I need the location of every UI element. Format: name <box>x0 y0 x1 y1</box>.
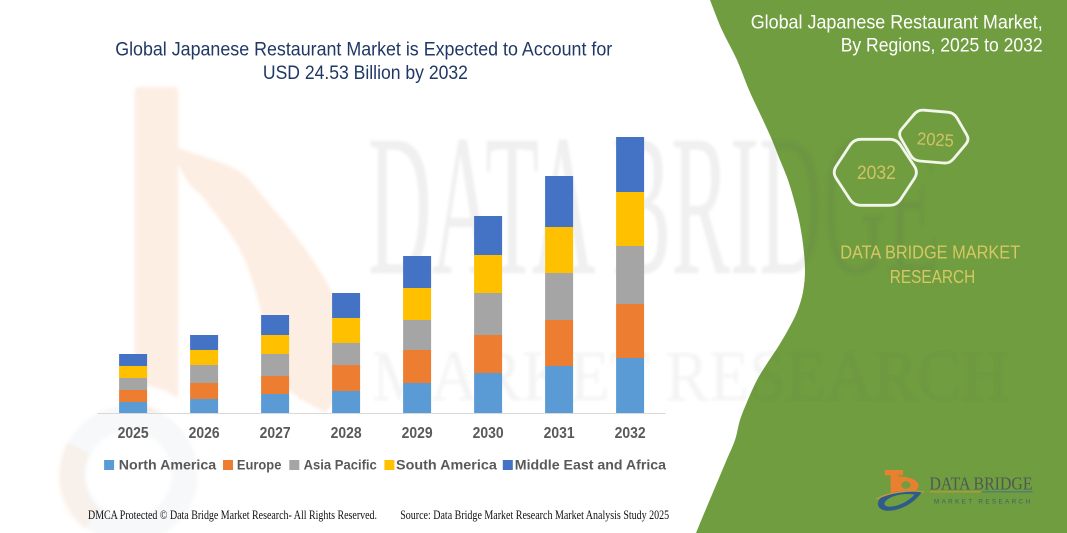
svg-text:Middle East and Africa: Middle East and Africa <box>515 457 666 473</box>
svg-text:DATA BRIDGE: DATA BRIDGE <box>930 474 1033 494</box>
svg-text:Asia Pacific: Asia Pacific <box>304 457 377 473</box>
svg-text:Global Japanese Restaurant Mar: Global Japanese Restaurant Market, <box>751 12 1043 34</box>
svg-text:2027: 2027 <box>260 425 291 442</box>
svg-text:2031: 2031 <box>544 425 575 442</box>
svg-text:2025: 2025 <box>118 425 149 442</box>
svg-text:2026: 2026 <box>189 425 220 442</box>
svg-text:2029: 2029 <box>402 425 433 442</box>
svg-text:2032: 2032 <box>615 425 646 442</box>
svg-text:USD 24.53 Billion by 2032: USD 24.53 Billion by 2032 <box>263 63 468 84</box>
svg-text:DATA BRIDGE MARKET: DATA BRIDGE MARKET <box>840 242 1020 262</box>
svg-text:2030: 2030 <box>473 425 504 442</box>
svg-text:2028: 2028 <box>331 425 362 442</box>
svg-text:By Regions, 2025 to 2032: By Regions, 2025 to 2032 <box>841 35 1043 57</box>
svg-text:RESEARCH: RESEARCH <box>890 267 976 287</box>
svg-text:Source: Data Bridge Market Res: Source: Data Bridge Market Research Mark… <box>400 508 669 522</box>
svg-text:Europe: Europe <box>237 457 282 473</box>
svg-text:MARKET RESEARCH: MARKET RESEARCH <box>934 499 1030 506</box>
svg-text:MARKET RESEARCH: MARKET RESEARCH <box>372 336 1009 416</box>
svg-text:North America: North America <box>119 457 217 473</box>
svg-text:Global Japanese Restaurant Mar: Global Japanese Restaurant Market is Exp… <box>115 39 613 60</box>
svg-text:2032: 2032 <box>857 163 896 184</box>
svg-text:DMCA Protected © Data Bridge M: DMCA Protected © Data Bridge Market Rese… <box>88 508 377 522</box>
svg-text:2025: 2025 <box>916 128 954 151</box>
svg-text:DATA BRIDGE: DATA BRIDGE <box>368 93 940 317</box>
svg-text:South America: South America <box>396 457 497 473</box>
